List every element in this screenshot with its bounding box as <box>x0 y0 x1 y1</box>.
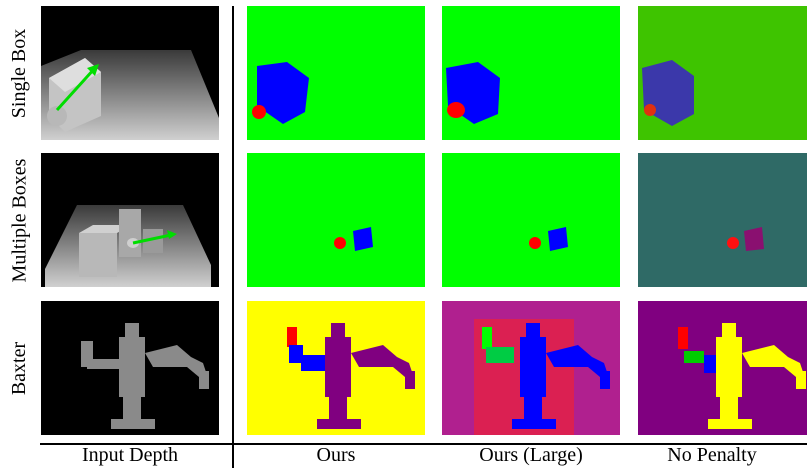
column-label-ours: Ours <box>316 444 356 466</box>
column-label-input-depth: Input Depth <box>81 444 179 466</box>
image-multiple-boxes-ours <box>247 153 425 287</box>
image-single-box-ours <box>247 6 425 140</box>
image-single-box-no-penalty <box>638 6 807 140</box>
image-baxter-ours <box>247 301 425 435</box>
segmentation-multiple-boxes-no-penalty <box>638 153 807 287</box>
image-multiple-boxes-ours-large <box>442 153 620 287</box>
image-multiple-boxes-input-depth <box>41 153 219 287</box>
segmentation-multiple-boxes-ours <box>247 153 425 287</box>
segmentation-single-box-no-penalty <box>638 6 807 140</box>
column-label-no-penalty: No Penalty <box>667 444 757 466</box>
depth-render-multiple-boxes <box>41 153 219 287</box>
segmentation-baxter-ours-large <box>442 301 620 435</box>
row-label-multiple-boxes: Multiple Boxes <box>0 153 40 287</box>
image-single-box-ours-large <box>442 6 620 140</box>
segmentation-baxter-no-penalty <box>638 301 807 435</box>
image-baxter-ours-large <box>442 301 620 435</box>
row-label-single-box-text: Single Box <box>8 28 31 118</box>
segmentation-single-box-ours-large <box>442 6 620 140</box>
image-single-box-input-depth <box>41 6 219 140</box>
depth-render-baxter <box>41 301 219 435</box>
row-label-single-box: Single Box <box>0 6 40 140</box>
segmentation-multiple-boxes-ours-large <box>442 153 620 287</box>
segmentation-single-box-ours <box>247 6 425 140</box>
row-label-multiple-boxes-text: Multiple Boxes <box>8 158 31 282</box>
segmentation-baxter-ours <box>247 301 425 435</box>
column-header-rule <box>40 443 807 445</box>
column-divider <box>232 6 234 468</box>
depth-render-single-box <box>41 6 219 140</box>
image-multiple-boxes-no-penalty <box>638 153 807 287</box>
image-baxter-input-depth <box>41 301 219 435</box>
column-label-ours-large: Ours (Large) <box>479 444 583 466</box>
image-baxter-no-penalty <box>638 301 807 435</box>
row-label-baxter: Baxter <box>0 301 40 435</box>
row-label-baxter-text: Baxter <box>8 341 31 395</box>
